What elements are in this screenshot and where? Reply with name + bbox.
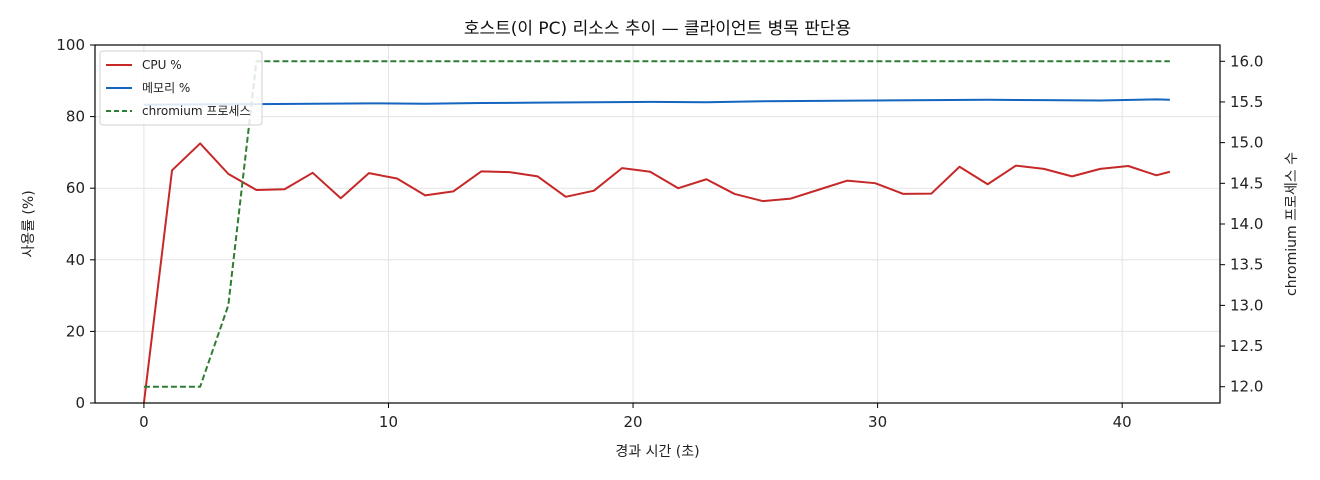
y2-tick-label: 12.5 [1230,337,1263,355]
x-tick-label: 10 [379,413,398,431]
y2-tick-label: 13.0 [1230,296,1263,314]
plot-series [142,60,1171,404]
y2-axis-ticks: 12.0 12.5 13.0 13.5 14.0 14.5 15.0 15.5 16.0 [1220,52,1263,396]
x-tick-label: 0 [139,413,149,431]
y2-tick-label: 12.0 [1230,378,1263,396]
series-line-1 [143,98,1170,106]
legend-label-1: 메모리 % [142,81,190,95]
legend: CPU % 메모리 % chromium 프로세스 [99,50,263,126]
series-line-2 [143,60,1170,388]
y-tick-label: 100 [56,36,85,54]
chart-title: 호스트(이 PC) 리소스 추이 — 클라이언트 병목 판단용 [464,19,851,39]
x-tick-label: 40 [1113,413,1132,431]
y2-tick-label: 14.5 [1230,174,1263,192]
y2-tick-label: 15.0 [1230,134,1263,152]
legend-box [99,50,263,126]
legend-label-0: CPU % [142,58,182,72]
x-axis-label: 경과 시간 (초) [615,444,699,460]
y2-tick-label: 14.0 [1230,215,1263,233]
x-tick-label: 20 [623,413,642,431]
y2-tick-label: 15.5 [1230,93,1263,111]
y2-tick-label: 16.0 [1230,52,1263,70]
series-line-0 [142,142,1171,404]
y-axis-label: 사용률 (%) [21,190,37,257]
x-tick-label: 30 [868,413,887,431]
y-tick-label: 20 [66,322,85,340]
y-tick-label: 60 [66,179,85,197]
y-tick-label: 0 [75,394,85,412]
y-tick-label: 40 [66,251,85,269]
y2-axis-label: chromium 프로세스 수 [1284,152,1300,296]
x-axis-ticks: 0 10 20 30 40 [139,403,1132,431]
y-tick-label: 80 [66,108,85,126]
y2-tick-label: 13.5 [1230,256,1263,274]
legend-label-2: chromium 프로세스 [142,104,251,118]
y-axis-ticks: 0 20 40 60 80 100 [56,36,95,412]
